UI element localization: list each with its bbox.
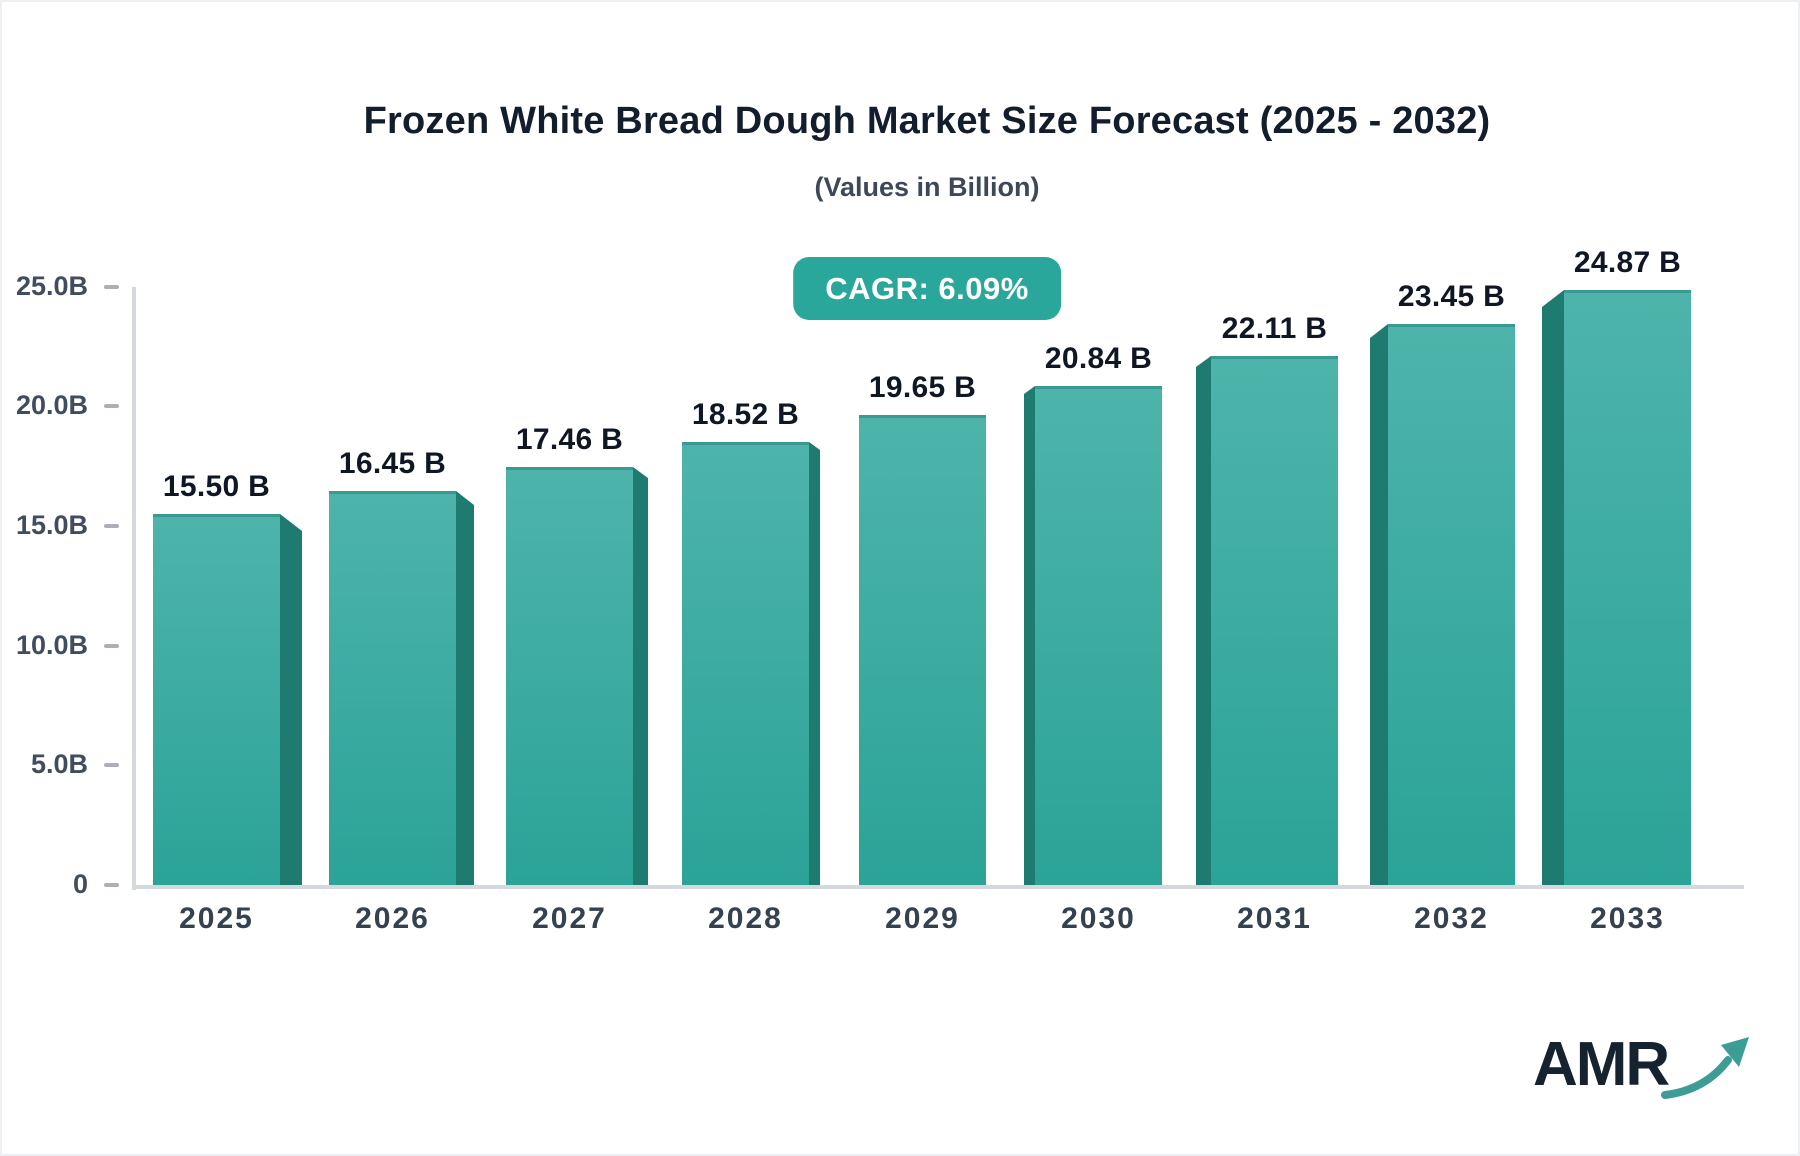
bar-2027 xyxy=(506,467,633,885)
bar-2026 xyxy=(329,491,456,885)
bar-value-label-2033: 24.87 B xyxy=(1573,246,1682,279)
bar-value-label-2030: 20.84 B xyxy=(1044,342,1153,375)
bar-value-label-2032: 23.45 B xyxy=(1397,280,1506,313)
amr-logo: AMR xyxy=(1533,1034,1752,1100)
bar-2028 xyxy=(682,442,809,885)
bar-side-face-2033 xyxy=(1542,290,1564,885)
bar-2030 xyxy=(1035,386,1162,885)
x-axis-label-2025: 2025 xyxy=(179,902,254,935)
x-axis-label-2033: 2033 xyxy=(1590,902,1665,935)
bar-value-label-2026: 16.45 B xyxy=(338,447,447,480)
x-axis-label-2031: 2031 xyxy=(1237,902,1312,935)
y-axis-tick-label: 25.0B xyxy=(15,271,88,301)
x-axis-label-2026: 2026 xyxy=(355,902,430,935)
y-axis-tick-label: 15.0B xyxy=(15,510,88,540)
x-axis-label-2030: 2030 xyxy=(1061,902,1136,935)
trend-up-arrow-icon xyxy=(1661,1037,1750,1099)
y-axis-tick-mark xyxy=(104,404,119,408)
bar-2031 xyxy=(1211,356,1338,885)
bar-value-label-2027: 17.46 B xyxy=(515,423,624,456)
bar-2029 xyxy=(859,415,986,885)
bar-value-label-2025: 15.50 B xyxy=(162,470,271,503)
bar-2025 xyxy=(153,514,280,885)
y-axis-tick-mark xyxy=(104,644,119,648)
bar-side-face-2025 xyxy=(280,514,302,885)
bar-side-face-2026 xyxy=(456,491,474,885)
bar-value-label-2031: 22.11 B xyxy=(1221,312,1328,345)
y-axis-tick-mark xyxy=(104,524,119,528)
y-axis-tick-label: 20.0B xyxy=(15,390,88,420)
bar-side-face-2031 xyxy=(1196,356,1211,885)
y-axis-tick-mark xyxy=(104,763,119,767)
bar-value-label-2029: 19.65 B xyxy=(868,371,977,404)
x-axis-label-2027: 2027 xyxy=(532,902,607,935)
x-axis-label-2029: 2029 xyxy=(885,902,960,935)
bar-side-face-2030 xyxy=(1024,386,1035,885)
y-axis-tick-mark xyxy=(104,285,119,289)
bar-value-label-2028: 18.52 B xyxy=(691,398,800,431)
chart-subtitle: (Values in Billion) xyxy=(814,172,1040,202)
y-axis-tick-label: 5.0B xyxy=(30,749,88,779)
bar-side-face-2027 xyxy=(633,467,648,885)
y-axis-line xyxy=(132,287,136,890)
x-axis-label-2032: 2032 xyxy=(1414,902,1489,935)
bar-2033 xyxy=(1564,290,1691,885)
y-axis-tick-mark xyxy=(104,883,119,887)
amr-logo-text: AMR xyxy=(1533,1030,1670,1099)
cagr-badge: CAGR: 6.09% xyxy=(793,257,1061,320)
bar-side-face-2032 xyxy=(1370,324,1388,885)
bar-side-face-2028 xyxy=(809,442,820,885)
x-axis-line xyxy=(132,885,1744,889)
cagr-badge-label: CAGR: 6.09% xyxy=(825,271,1029,306)
y-axis-tick-label: 0 xyxy=(72,869,88,899)
y-axis-tick-label: 10.0B xyxy=(15,630,88,660)
bar-2032 xyxy=(1388,324,1515,885)
x-axis-label-2028: 2028 xyxy=(708,902,783,935)
chart-title: Frozen White Bread Dough Market Size For… xyxy=(363,100,1491,142)
